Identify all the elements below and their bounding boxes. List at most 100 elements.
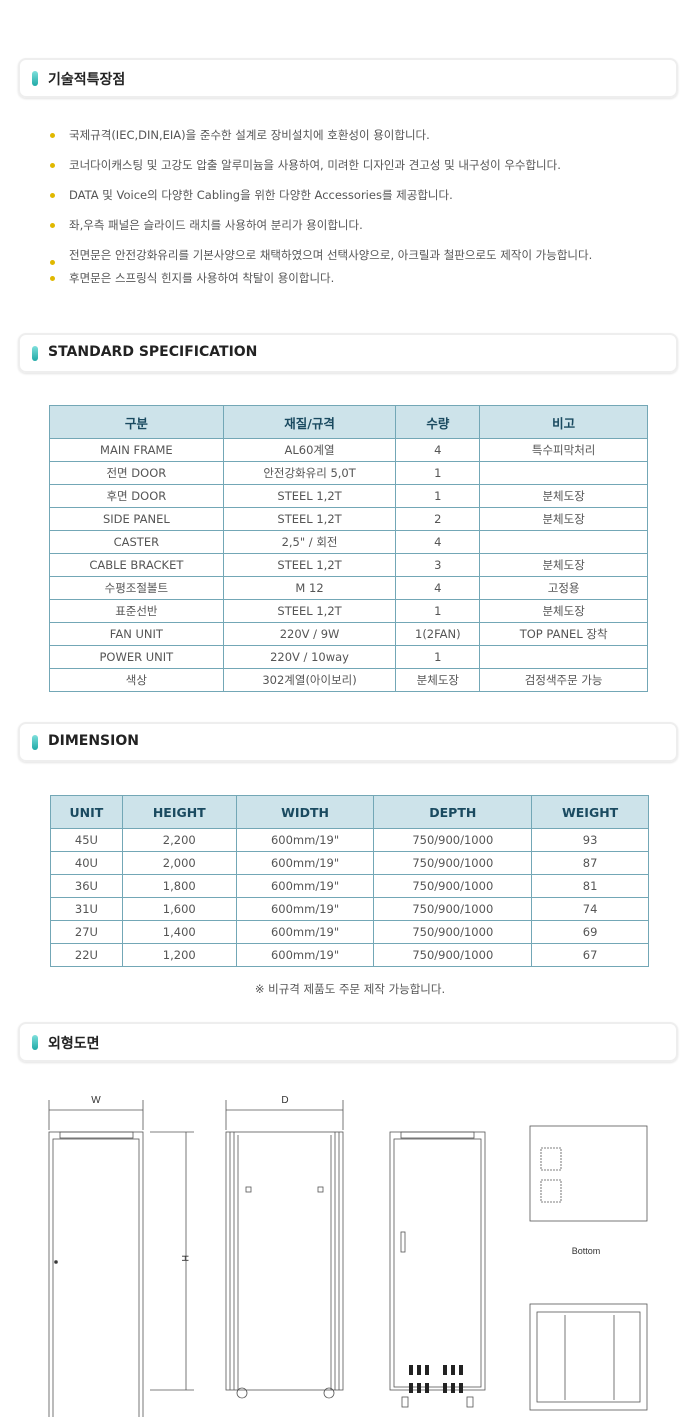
- table-row: CASTER 2,5" / 회전 4: [49, 530, 648, 554]
- table-cell: 표준선반: [49, 599, 224, 623]
- table-cell: 600mm/19": [235, 874, 375, 898]
- table-cell: 1(2FAN): [395, 622, 481, 646]
- table-cell: 2,000: [121, 851, 237, 875]
- table-cell: 고정용: [479, 576, 648, 600]
- table-cell: 40U: [50, 851, 123, 875]
- section-title: STANDARD SPECIFICATION: [48, 344, 258, 360]
- table-cell: 69: [531, 920, 649, 944]
- section-title: 외형도면: [48, 1036, 100, 1052]
- table-cell: 1: [395, 461, 481, 485]
- table-row: FAN UNIT 220V / 9W 1(2FAN) TOP PANEL 장착: [49, 622, 648, 646]
- depth-label: D: [281, 1095, 288, 1106]
- column-header: UNIT: [50, 795, 123, 829]
- table-cell: MAIN FRAME: [49, 438, 224, 462]
- table-cell: CASTER: [49, 530, 224, 554]
- table-cell: 1,200: [121, 943, 237, 967]
- section-title: 기술적특장점: [48, 72, 126, 88]
- column-header: 수량: [395, 405, 481, 439]
- feature-item: 국제규격(IEC,DIN,EIA)을 준수한 설계로 장비설치에 호환성이 용이…: [48, 128, 648, 143]
- table-row: POWER UNIT 220V / 10way 1: [49, 645, 648, 669]
- accent-bar: [32, 1035, 38, 1050]
- column-header: HEIGHT: [121, 795, 237, 829]
- table-cell: 3: [395, 553, 481, 577]
- section-header-drawing: 외형도면: [18, 1022, 678, 1062]
- front-view: W H: [48, 1095, 194, 1417]
- height-label: H: [180, 1255, 190, 1262]
- table-cell: 1,800: [121, 874, 237, 898]
- table-cell: POWER UNIT: [49, 645, 224, 669]
- table-cell: 4: [395, 576, 481, 600]
- table-cell: 87: [531, 851, 649, 875]
- table-row: 45U 2,200 600mm/19" 750/900/1000 93: [50, 828, 649, 852]
- table-cell: 1,400: [121, 920, 237, 944]
- table-row: SIDE PANEL STEEL 1,2T 2 분체도장: [49, 507, 648, 531]
- table-cell: 600mm/19": [235, 920, 375, 944]
- custom-order-note: ※ 비규격 제품도 주문 제작 가능합니다.: [254, 982, 446, 996]
- table-row: 수평조절볼트 M 12 4 고정용: [49, 576, 648, 600]
- table-cell: 색상: [49, 668, 224, 692]
- table-cell: CABLE BRACKET: [49, 553, 224, 577]
- side-view: D: [225, 1095, 344, 1399]
- table-cell: 67: [531, 943, 649, 967]
- table-cell: 2: [395, 507, 481, 531]
- top-view: Bottom: [529, 1125, 648, 1256]
- table-cell: STEEL 1,2T: [222, 507, 397, 531]
- column-header: 비고: [479, 405, 648, 439]
- table-cell: 600mm/19": [235, 897, 375, 921]
- width-label: W: [91, 1095, 101, 1106]
- table-row: CABLE BRACKET STEEL 1,2T 3 분체도장: [49, 553, 648, 577]
- feature-item: 코너다이캐스팅 및 고강도 압출 알루미늄을 사용하여, 미려한 디자인과 견고…: [48, 158, 648, 173]
- column-header: 구분: [49, 405, 224, 439]
- table-cell: 전면 DOOR: [49, 461, 224, 485]
- table-cell: 600mm/19": [235, 828, 375, 852]
- table-cell: 750/900/1000: [373, 897, 533, 921]
- bottom-view: [529, 1303, 648, 1411]
- table-row: 27U 1,400 600mm/19" 750/900/1000 69: [50, 920, 649, 944]
- accent-bar: [32, 71, 38, 86]
- table-cell: 2,200: [121, 828, 237, 852]
- table-cell: STEEL 1,2T: [222, 484, 397, 508]
- table-cell: 1: [395, 599, 481, 623]
- table-cell: 4: [395, 438, 481, 462]
- table-cell: 분체도장: [479, 507, 648, 531]
- table-cell: [479, 530, 648, 554]
- table-cell: 750/900/1000: [373, 851, 533, 875]
- section-header-dimension: DIMENSION: [18, 722, 678, 762]
- table-cell: 36U: [50, 874, 123, 898]
- table-cell: 2,5" / 회전: [222, 530, 397, 554]
- table-cell: TOP PANEL 장착: [479, 622, 648, 646]
- table-cell: 600mm/19": [235, 851, 375, 875]
- section-title: DIMENSION: [48, 733, 139, 749]
- feature-item: DATA 및 Voice의 다양한 Cabling을 위한 다양한 Access…: [48, 188, 648, 203]
- table-cell: 22U: [50, 943, 123, 967]
- table-cell: 후면 DOOR: [49, 484, 224, 508]
- table-cell: SIDE PANEL: [49, 507, 224, 531]
- table-cell: 특수피막처리: [479, 438, 648, 462]
- table-row: 40U 2,000 600mm/19" 750/900/1000 87: [50, 851, 649, 875]
- header-row: UNIT HEIGHT WIDTH DEPTH WEIGHT: [50, 795, 649, 829]
- bottom-label: Bottom: [572, 1246, 601, 1256]
- spec-table: 구분 재질/규격 수량 비고 MAIN FRAME AL60계열 4 특수피막처리 전면 DOO…: [49, 405, 648, 692]
- table-cell: 750/900/1000: [373, 874, 533, 898]
- table-cell: 분체도장: [395, 668, 481, 692]
- table-row: 전면 DOOR 안전강화유리 5,0T 1: [49, 461, 648, 485]
- table-cell: 74: [531, 897, 649, 921]
- table-cell: 31U: [50, 897, 123, 921]
- table-row: 후면 DOOR STEEL 1,2T 1 분체도장: [49, 484, 648, 508]
- table-cell: 검정색주문 가능: [479, 668, 648, 692]
- column-header: DEPTH: [373, 795, 533, 829]
- table-cell: 220V / 10way: [222, 645, 397, 669]
- table-cell: [479, 461, 648, 485]
- table-cell: 750/900/1000: [373, 943, 533, 967]
- accent-bar: [32, 346, 38, 361]
- feature-item: 좌,우측 패널은 슬라이드 래치를 사용하여 분리가 용이합니다.: [48, 218, 648, 233]
- table-cell: STEEL 1,2T: [222, 553, 397, 577]
- section-header-features: 기술적특장점: [18, 58, 678, 98]
- column-header: 재질/규격: [222, 405, 397, 439]
- table-cell: 4: [395, 530, 481, 554]
- table-row: 36U 1,800 600mm/19" 750/900/1000 81: [50, 874, 649, 898]
- outline-drawing: W H D Bottom: [48, 1095, 648, 1417]
- table-cell: 220V / 9W: [222, 622, 397, 646]
- table-cell: 27U: [50, 920, 123, 944]
- table-cell: 안전강화유리 5,0T: [222, 461, 397, 485]
